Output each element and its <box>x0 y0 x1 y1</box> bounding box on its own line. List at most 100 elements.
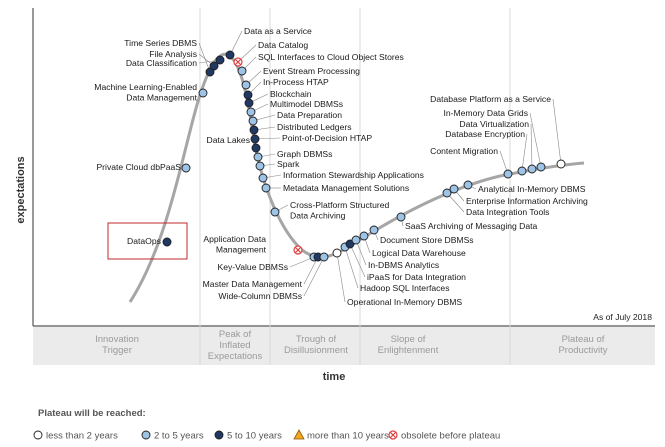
point-private-cloud-dbpaas <box>181 163 191 173</box>
point-cross-platform-structured-data-archiving <box>270 207 280 217</box>
label-hadoop-sql-interfaces: Hadoop SQL Interfaces <box>360 283 450 293</box>
leader-ipaas-for-data-integration <box>349 243 366 278</box>
legend-label: obsolete before plateau <box>401 431 500 442</box>
point-operational-in-memory-dbms <box>332 248 342 258</box>
legend-marker <box>293 429 305 440</box>
point-saas-archiving-of-messaging-data <box>396 212 406 222</box>
point-in-memory-data-grids <box>536 162 546 172</box>
legend-item-2to5: 2 to 5 years <box>141 431 204 442</box>
label-database-encryption: Database Encryption <box>445 129 525 139</box>
label-saas-archiving-of-messaging-data: SaaS Archiving of Messaging Data <box>405 221 538 231</box>
label-data-lakes: Data Lakes <box>207 135 250 145</box>
legend-label: less than 2 years <box>46 431 118 442</box>
as-of-date: As of July 2018 <box>593 312 652 322</box>
label-event-stream-processing: Event Stream Processing <box>263 66 360 76</box>
label-data-integration-tools: Data Integration Tools <box>466 207 549 217</box>
label-sql-interfaces-to-cloud-object-stores: SQL Interfaces to Cloud Object Stores <box>258 52 404 62</box>
legend: less than 2 years 2 to 5 years 5 to 10 yea… <box>33 429 500 442</box>
phase-label-plateau-of-productivity: Productivity <box>558 345 607 356</box>
point-sql-interfaces-to-cloud-object-stores <box>237 66 247 76</box>
point-point-of-decision-htap <box>250 134 260 144</box>
label-data-as-a-service: Data as a Service <box>244 26 312 36</box>
phase-label-peak-of-inflated-expectations: Expectations <box>208 351 263 362</box>
legend-title: Plateau will be reached: <box>38 408 146 419</box>
label-application-data-management: Application Data Management <box>203 234 266 255</box>
point-database-encryption <box>517 166 527 176</box>
hype-curve <box>128 52 585 303</box>
label-blockchain: Blockchain <box>270 89 312 99</box>
point-data-integration-tools <box>442 188 452 198</box>
point-distributed-ledgers <box>249 125 259 135</box>
y-axis-label: expectations <box>15 156 27 223</box>
point-enterprise-information-archiving <box>449 184 459 194</box>
label-analytical-in-memory-dbms: Analytical In-Memory DBMS <box>478 184 586 194</box>
phase-label-innovation-trigger: Innovation <box>95 334 139 345</box>
label-machine-learning-enabled-data-management: Machine Learning-Enabled Data Management <box>94 82 197 103</box>
label-wide-column-dbmss: Wide-Column DBMSs <box>218 291 302 301</box>
label-graph-dbmss: Graph DBMSs <box>277 149 332 159</box>
point-ipaas-for-data-integration <box>345 239 355 249</box>
label-key-value-dbmss: Key-Value DBMSs <box>217 262 288 272</box>
point-multimodel-dbmss <box>246 107 256 117</box>
label-ipaas-for-data-integration: iPaaS for Data Integration <box>367 272 466 282</box>
label-private-cloud-dbpaas: Private Cloud dbPaaS <box>96 162 181 172</box>
label-file-analysis: File Analysis <box>149 49 197 59</box>
point-data-preparation <box>248 116 258 126</box>
point-data-classification <box>215 55 225 65</box>
leader-master-data-management <box>303 256 319 285</box>
point-spark <box>255 161 265 171</box>
highlight-box <box>107 222 188 260</box>
point-document-store-dbmss <box>369 225 379 235</box>
leader-in-dbms-analytics <box>355 239 367 266</box>
label-data-catalog: Data Catalog <box>258 40 308 50</box>
leader-hadoop-sql-interfaces <box>344 246 359 289</box>
point-file-analysis <box>209 61 219 71</box>
point-information-stewardship-applications <box>258 173 268 183</box>
point-logical-data-warehouse <box>359 231 369 241</box>
label-in-process-htap: In-Process HTAP <box>263 77 329 87</box>
point-application-data-management <box>293 245 303 255</box>
label-metadata-management-solutions: Metadata Management Solutions <box>283 183 409 193</box>
label-data-virtualization: Data Virtualization <box>459 119 529 129</box>
label-point-of-decision-htap: Point-of-Decision HTAP <box>282 133 372 143</box>
label-enterprise-information-archiving: Enterprise Information Archiving <box>466 196 588 206</box>
phase-label-peak-of-inflated-expectations: Inflated <box>219 340 250 351</box>
point-dataops <box>162 237 172 247</box>
label-in-memory-data-grids: In-Memory Data Grids <box>443 108 528 118</box>
label-information-stewardship-applications: Information Stewardship Applications <box>283 170 424 180</box>
phase-label-peak-of-inflated-expectations: Peak of <box>219 329 252 340</box>
point-time-series-dbms <box>205 67 215 77</box>
point-machine-learning-enabled-data-management <box>198 88 208 98</box>
phase-label-plateau-of-productivity: Plateau of <box>562 334 605 345</box>
legend-marker <box>214 430 224 440</box>
label-spark: Spark <box>277 159 300 169</box>
label-operational-in-memory-dbms: Operational In-Memory DBMS <box>347 297 462 307</box>
point-data-lakes <box>251 143 261 153</box>
technology-labels: DataOps Private Cloud dbPaaS Machine Learn… <box>94 26 588 307</box>
leader-in-memory-data-grids <box>529 112 542 168</box>
point-analytical-in-memory-dbms <box>463 180 473 190</box>
phase-label-trough-of-disillusionment: Trough of <box>296 334 337 345</box>
technology-points <box>162 50 566 262</box>
legend-item-gt10: more than 10 years <box>293 429 389 442</box>
phase-band <box>33 327 655 365</box>
point-content-migration <box>503 169 513 179</box>
point-event-stream-processing <box>241 80 251 90</box>
point-wide-column-dbmss <box>319 252 329 262</box>
legend-item-lt2: less than 2 years <box>33 431 118 442</box>
point-in-process-htap <box>243 90 253 100</box>
phase-label-innovation-trigger: Trigger <box>102 345 132 356</box>
legend-item-5to10: 5 to 10 years <box>214 430 282 442</box>
label-distributed-ledgers: Distributed Ledgers <box>277 122 352 132</box>
label-logical-data-warehouse: Logical Data Warehouse <box>372 248 466 258</box>
leader-data-as-a-service <box>229 30 243 56</box>
phase-label-slope-of-enlightenment: Enlightenment <box>378 345 439 356</box>
phase-label-slope-of-enlightenment: Slope of <box>391 334 426 345</box>
label-multimodel-dbmss: Multimodel DBMSs <box>270 99 343 109</box>
label-in-dbms-analytics: In-DBMS Analytics <box>368 260 439 270</box>
label-master-data-management: Master Data Management <box>203 279 303 289</box>
leader-data-virtualization <box>530 123 533 170</box>
leader-time-series-dbms <box>198 42 211 73</box>
